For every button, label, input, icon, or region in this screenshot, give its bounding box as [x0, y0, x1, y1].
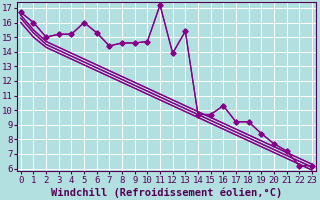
- X-axis label: Windchill (Refroidissement éolien,°C): Windchill (Refroidissement éolien,°C): [51, 187, 282, 198]
